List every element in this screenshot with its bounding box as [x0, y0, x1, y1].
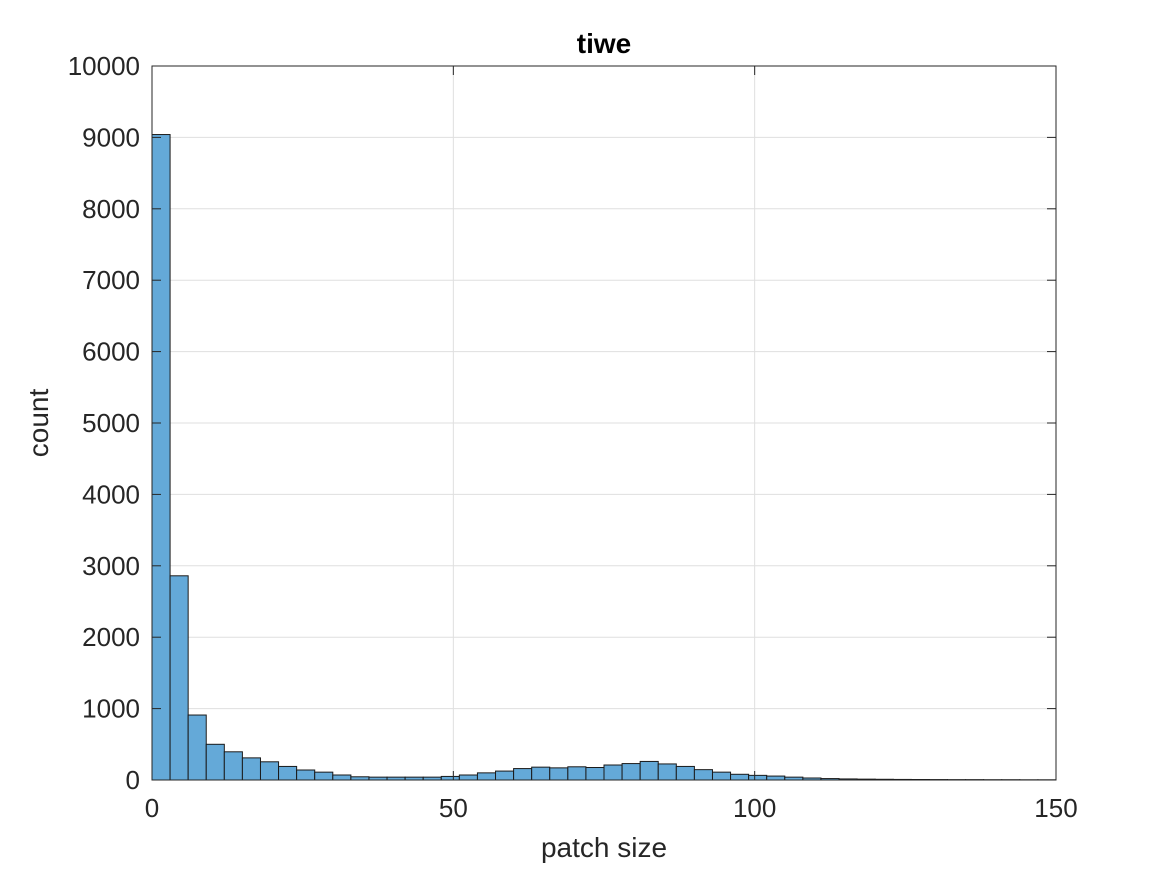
y-tick-label: 4000 [82, 479, 140, 509]
y-tick-label: 9000 [82, 122, 140, 152]
y-tick-label: 6000 [82, 337, 140, 367]
histogram-bar [711, 771, 732, 781]
histogram-bar [241, 757, 261, 781]
histogram-bar [151, 134, 171, 781]
histogram-bar [440, 775, 460, 781]
chart-title: tiwe [577, 28, 631, 59]
y-tick-label: 8000 [82, 194, 140, 224]
axes-layer: 0 50 100 150 0 1000 2000 3000 4000 5000 6000 7000 80… [68, 51, 1078, 823]
histogram-bar [458, 774, 478, 781]
histogram-bar [585, 767, 605, 781]
histogram-bar [278, 765, 298, 781]
bars-layer [151, 134, 1057, 781]
x-tick-label: 150 [1034, 793, 1077, 823]
histogram-bar [332, 774, 352, 781]
histogram-bar [187, 714, 207, 781]
y-axis-title: count [23, 389, 54, 458]
histogram-bar [296, 769, 316, 781]
y-tick-label: 3000 [82, 551, 140, 581]
histogram-bar [531, 766, 551, 781]
histogram-bar [314, 771, 334, 781]
x-axis-title: patch size [541, 832, 667, 863]
y-tick-label: 0 [126, 765, 140, 795]
labels-layer: tiwe patch size count [23, 28, 667, 863]
x-tick-label: 50 [439, 793, 468, 823]
histogram-bar [549, 767, 569, 781]
x-tick-label: 100 [733, 793, 776, 823]
histogram-bar [603, 764, 623, 781]
histogram-bar [621, 763, 641, 781]
histogram-bar [675, 765, 695, 781]
histogram-bar [748, 774, 768, 781]
histogram-bar [169, 575, 189, 781]
histogram-bar [259, 761, 280, 781]
histogram-bar [205, 743, 225, 781]
histogram-bar [639, 760, 659, 781]
y-tick-label: 7000 [82, 265, 140, 295]
y-tick-label: 5000 [82, 408, 140, 438]
histogram-bar [495, 770, 515, 781]
histogram-bar [730, 773, 750, 781]
grid-layer [152, 66, 1056, 780]
histogram-bar [766, 775, 786, 781]
histogram-bar [693, 769, 713, 781]
y-tick-label: 2000 [82, 622, 140, 652]
histogram-bar [513, 768, 533, 781]
y-tick-label: 1000 [82, 694, 140, 724]
histogram-bar [476, 772, 497, 781]
x-tick-label: 0 [145, 793, 159, 823]
histogram-bar [567, 766, 587, 781]
histogram-bar [223, 751, 243, 781]
y-tick-label: 10000 [68, 51, 140, 81]
histogram-bar [657, 763, 677, 781]
